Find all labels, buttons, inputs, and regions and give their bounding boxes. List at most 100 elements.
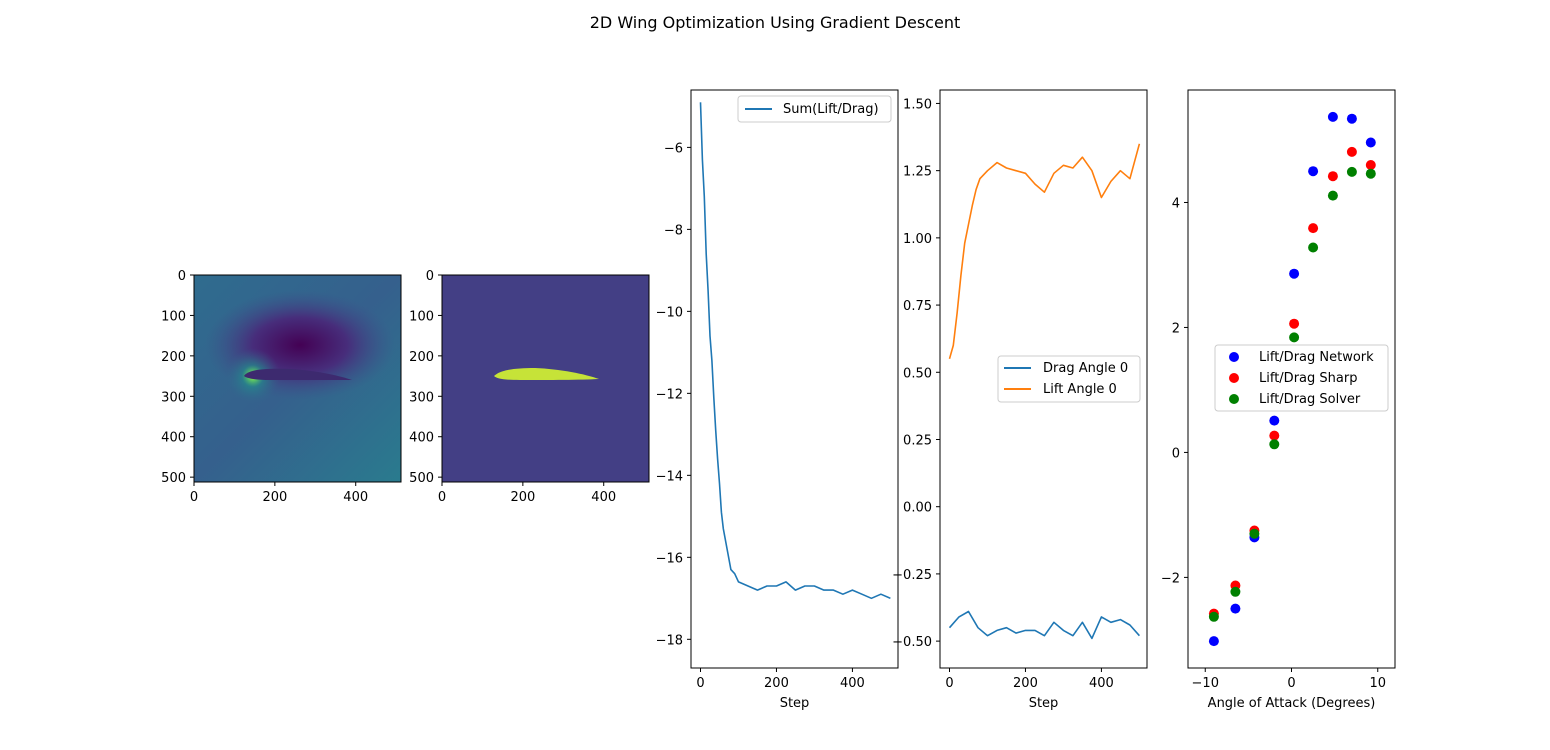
heatmap-flow-frame — [193, 274, 402, 483]
point-network — [1308, 166, 1319, 177]
heat1-xtick-label: 200 — [262, 490, 287, 505]
sum-plot-ticks: 0 200 400 −6 −8 −10 −12 −14 −16 −18 — [656, 141, 865, 691]
point-sharp — [1346, 146, 1357, 157]
series-line-lift-angle — [948, 143, 1141, 360]
point-solver — [1346, 166, 1357, 177]
legend-label-sum: Sum(Lift/Drag) — [783, 102, 879, 117]
point-solver — [1249, 528, 1260, 539]
sum-plot-ytick-label: −18 — [656, 633, 683, 648]
point-solver — [1269, 439, 1280, 450]
angle-plot-ytick-label: −0.25 — [892, 568, 932, 583]
airfoil-shape — [244, 368, 352, 380]
point-solver — [1327, 190, 1338, 201]
heat1-xtick-label: 400 — [343, 490, 368, 505]
angle-plot-xtick-label: 0 — [945, 676, 953, 691]
scatter-panel: −10 0 10 4 2 0 −2 Angle of Attack (Degrees) Li… — [1161, 89, 1396, 711]
point-sharp — [1365, 160, 1376, 170]
scatter-plot-xtick-label: 10 — [1369, 676, 1386, 691]
heatmap-flow-ticks: 0 200 400 0 100 200 300 400 500 — [161, 269, 368, 505]
angle-plot-ytick-label: 0.25 — [903, 433, 932, 448]
angle-plot-ytick-label: −0.50 — [892, 635, 932, 650]
heat1-ytick-label: 500 — [161, 471, 186, 486]
heat2-ytick-label: 400 — [409, 431, 434, 446]
point-network — [1208, 636, 1219, 647]
airfoil-mask-shape — [494, 368, 599, 380]
angle-plot-ytick-label: 0.50 — [903, 366, 932, 381]
legend-swatch-solver — [1229, 394, 1239, 404]
scatter-plot-ytick-label: 0 — [1172, 446, 1180, 461]
figure-title: 2D Wing Optimization Using Gradient Desc… — [590, 13, 960, 32]
point-network — [1269, 415, 1280, 426]
sum-plot-ytick-label: −10 — [656, 305, 683, 320]
series-line-sum-lift-drag — [699, 102, 891, 600]
point-network — [1230, 603, 1241, 614]
sum-plot-ytick-label: −16 — [656, 551, 683, 566]
heat1-xtick-label: 0 — [190, 490, 198, 505]
angle-plot-ytick-label: 1.25 — [903, 165, 932, 180]
angle-plot-ytick-label: 0.75 — [903, 299, 932, 314]
point-sharp — [1289, 318, 1300, 329]
point-solver — [1230, 586, 1241, 597]
sum-plot-legend: Sum(Lift/Drag) — [737, 95, 892, 123]
angle-plot-xtick-label: 200 — [1013, 676, 1038, 691]
scatter-plot-xlabel: Angle of Attack (Degrees) — [1208, 696, 1376, 711]
point-network — [1289, 268, 1300, 279]
angle-plot-xtick-label: 400 — [1089, 676, 1114, 691]
heat2-ytick-label: 0 — [426, 269, 434, 284]
legend-swatch-network — [1229, 352, 1239, 362]
heat2-ytick-label: 500 — [409, 471, 434, 486]
sum-plot-ytick-label: −14 — [656, 469, 683, 484]
angle-plot-xlabel: Step — [1029, 696, 1059, 711]
heat1-ytick-label: 300 — [161, 390, 186, 405]
sum-plot-ytick-label: −8 — [664, 223, 683, 238]
angle-plot-ytick-label: 1.50 — [903, 97, 932, 112]
point-solver — [1365, 168, 1376, 179]
scatter-plot-ytick-label: −2 — [1161, 571, 1180, 586]
sum-plot-lines — [699, 102, 891, 600]
legend-label-lift: Lift Angle 0 — [1043, 382, 1117, 397]
heat1-ytick-label: 0 — [178, 269, 186, 284]
point-solver — [1208, 611, 1219, 622]
heat2-xtick-label: 0 — [438, 490, 446, 505]
legend-swatch-sharp — [1229, 373, 1239, 383]
angle-panel: 0 200 400 1.50 1.25 1.00 0.75 0.50 0.25 0.00 −0.25… — [892, 89, 1148, 711]
legend-label-solver: Lift/Drag Solver — [1259, 392, 1361, 407]
point-solver — [1308, 242, 1319, 253]
scatter-plot-legend: Lift/Drag Network Lift/Drag Sharp Lift/D… — [1214, 344, 1389, 412]
scatter-plot-xtick-label: −10 — [1192, 676, 1219, 691]
legend-label-network: Lift/Drag Network — [1259, 350, 1374, 365]
heat2-ytick-label: 200 — [409, 350, 434, 365]
angle-plot-lines — [948, 143, 1141, 640]
angle-plot-frame — [939, 89, 1148, 669]
sum-plot-xlabel: Step — [780, 696, 810, 711]
heatmap-flow-panel: 0 200 400 0 100 200 300 400 500 — [161, 269, 402, 505]
series-line-drag-angle — [948, 610, 1140, 640]
scatter-plot-ytick-label: 4 — [1172, 196, 1180, 211]
angle-plot-legend: Drag Angle 0 Lift Angle 0 — [997, 355, 1141, 403]
scatter-plot-xtick-label: 0 — [1287, 676, 1295, 691]
heatmap-mask-panel: 0 200 400 0 100 200 300 400 500 — [409, 269, 650, 505]
legend-label-sharp: Lift/Drag Sharp — [1259, 371, 1357, 386]
point-sharp — [1327, 171, 1338, 182]
angle-plot-ytick-label: 0.00 — [903, 501, 932, 516]
heat2-xtick-label: 400 — [591, 490, 616, 505]
heatmap-mask-ticks: 0 200 400 0 100 200 300 400 500 — [409, 269, 616, 505]
point-network — [1346, 113, 1357, 124]
legend-label-drag: Drag Angle 0 — [1043, 361, 1128, 376]
heat2-ytick-label: 300 — [409, 390, 434, 405]
scatter-plot-ticks: −10 0 10 4 2 0 −2 — [1161, 196, 1386, 691]
heat2-ytick-label: 100 — [409, 309, 434, 324]
sum-plot-ytick-label: −12 — [656, 387, 683, 402]
point-sharp — [1308, 223, 1319, 234]
sum-plot-xtick-label: 0 — [696, 676, 704, 691]
heat2-xtick-label: 200 — [510, 490, 535, 505]
point-network — [1327, 111, 1338, 122]
heat1-ytick-label: 400 — [161, 431, 186, 446]
scatter-plot-points — [1208, 111, 1376, 647]
heat1-ytick-label: 200 — [161, 350, 186, 365]
point-solver — [1289, 332, 1300, 343]
sum-plot-frame — [690, 89, 899, 669]
heat1-ytick-label: 100 — [161, 309, 186, 324]
angle-plot-ticks: 0 200 400 1.50 1.25 1.00 0.75 0.50 0.25 0.00 −0.25… — [892, 97, 1114, 691]
